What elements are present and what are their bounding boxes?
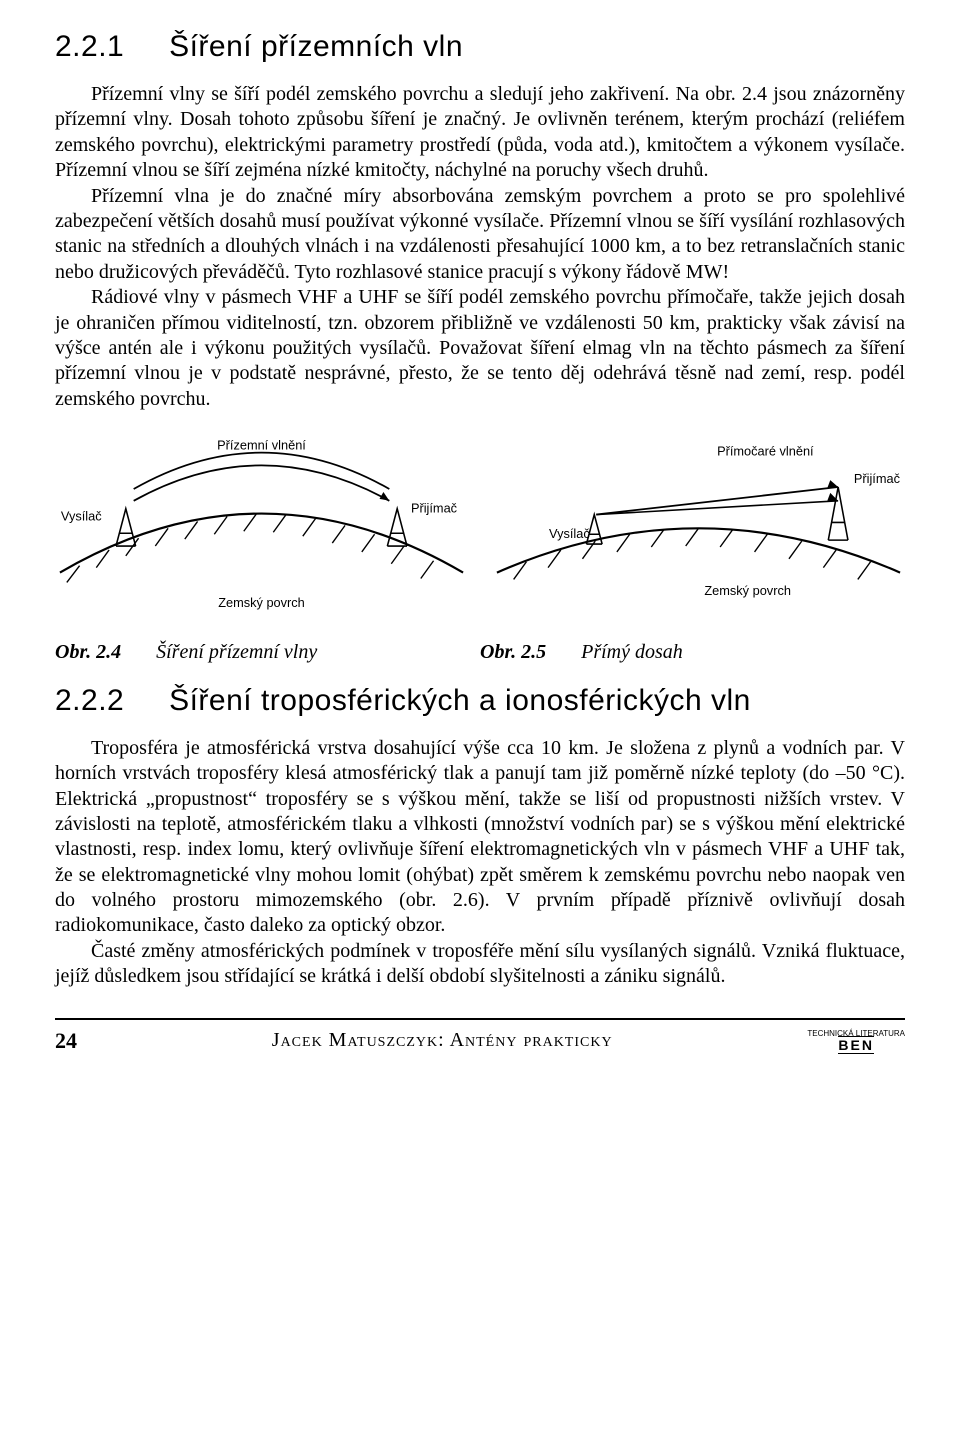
paragraph-4: Troposféra je atmosférická vrstva dosahu…	[55, 736, 905, 939]
page-footer: 24 Jacek Matuszczyk: Antény prakticky TE…	[55, 1018, 905, 1054]
fig-right-rx-label: Přijímač	[854, 471, 901, 486]
section-title: Šíření troposférických a ionosférických …	[169, 684, 751, 717]
caption-title: Šíření přízemní vlny	[156, 641, 317, 663]
fig-left-ground-label: Zemský povrch	[218, 595, 305, 610]
figure-2-5: Přímočaré vlnění Vysílač Přijímač Zemský…	[492, 430, 905, 627]
paragraph-1: Přízemní vlny se šíří podél zemského pov…	[55, 82, 905, 184]
fig-left-tx-label: Vysílač	[61, 509, 102, 524]
section-number: 2.2.1	[55, 30, 124, 64]
figure-captions: Obr. 2.4 Šíření přízemní vlny Obr. 2.5 P…	[55, 641, 905, 664]
figure-row: Přízemní vlnění Vysílač Přijímač Zemský …	[55, 430, 905, 627]
caption-ref: Obr. 2.4	[55, 641, 121, 663]
paragraph-2: Přízemní vlna je do značné míry absorbov…	[55, 184, 905, 286]
caption-title: Přímý dosah	[581, 641, 683, 663]
fig-left-rx-label: Přijímač	[411, 501, 458, 516]
fig-right-tx-label: Vysílač	[549, 526, 590, 541]
ground-wave-diagram: Přízemní vlnění Vysílač Přijímač Zemský …	[55, 430, 468, 627]
section-heading-222: 2.2.2 Šíření troposférických a ionosféri…	[55, 684, 905, 718]
section-number: 2.2.2	[55, 684, 124, 718]
page-number: 24	[55, 1028, 77, 1054]
publisher-logo: TECHNICKÁ LITERATURA BEN	[807, 1030, 905, 1052]
footer-title: Jacek Matuszczyk: Antény prakticky	[77, 1029, 807, 1052]
paragraph-3: Rádiové vlny v pásmech VHF a UHF se šíří…	[55, 285, 905, 412]
section-heading-221: 2.2.1 Šíření přízemních vln	[55, 30, 905, 64]
line-of-sight-diagram: Přímočaré vlnění Vysílač Přijímač Zemský…	[492, 430, 905, 627]
logo-main: BEN	[838, 1036, 874, 1054]
caption-ref: Obr. 2.5	[480, 641, 546, 663]
caption-2-4: Obr. 2.4 Šíření přízemní vlny	[55, 641, 480, 664]
paragraph-5: Časté změny atmosférických podmínek v tr…	[55, 939, 905, 990]
fig-right-top-label: Přímočaré vlnění	[717, 444, 814, 459]
section-title: Šíření přízemních vln	[169, 30, 463, 63]
figure-2-4: Přízemní vlnění Vysílač Přijímač Zemský …	[55, 430, 468, 627]
fig-left-top-label: Přízemní vlnění	[217, 438, 306, 453]
fig-right-ground-label: Zemský povrch	[704, 583, 791, 598]
caption-2-5: Obr. 2.5 Přímý dosah	[480, 641, 905, 664]
